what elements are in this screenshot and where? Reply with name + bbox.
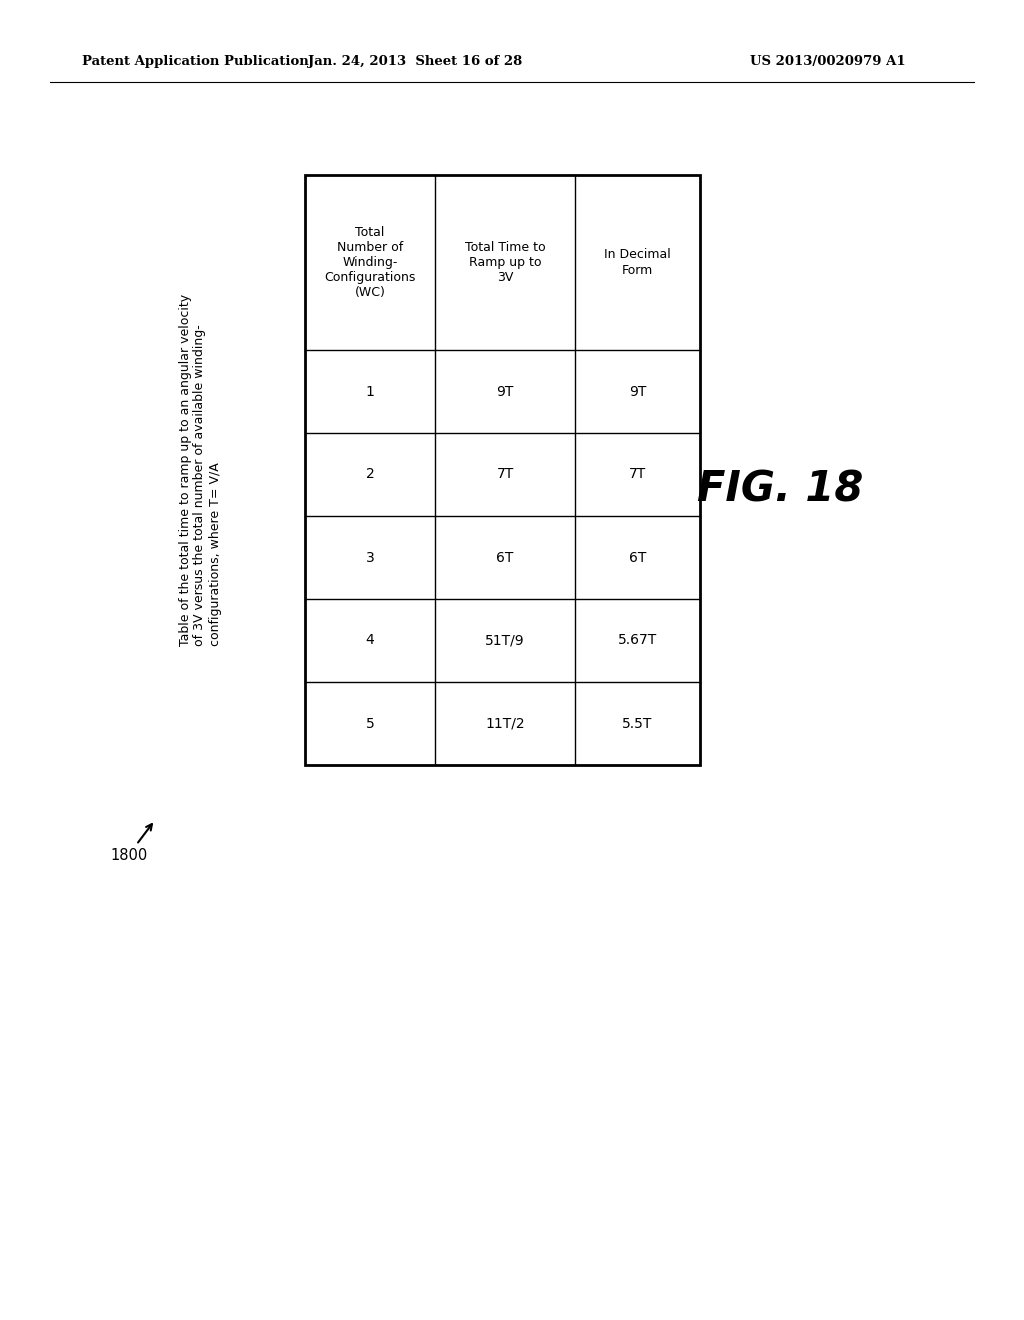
Text: 2: 2 — [366, 467, 375, 482]
Text: 4: 4 — [366, 634, 375, 648]
Text: 6T: 6T — [629, 550, 646, 565]
Text: 11T/2: 11T/2 — [485, 717, 525, 730]
Text: 9T: 9T — [497, 384, 514, 399]
Text: 5.67T: 5.67T — [617, 634, 657, 648]
Text: 5: 5 — [366, 717, 375, 730]
Text: Patent Application Publication: Patent Application Publication — [82, 55, 309, 69]
Text: FIG. 18: FIG. 18 — [696, 469, 863, 511]
Text: 9T: 9T — [629, 384, 646, 399]
Text: Table of the total time to ramp up to an angular velocity
of 3V versus the total: Table of the total time to ramp up to an… — [178, 294, 221, 645]
Text: 7T: 7T — [629, 467, 646, 482]
Text: 5.5T: 5.5T — [623, 717, 652, 730]
Text: Total Time to
Ramp up to
3V: Total Time to Ramp up to 3V — [465, 242, 546, 284]
Text: 3: 3 — [366, 550, 375, 565]
Text: 6T: 6T — [497, 550, 514, 565]
Text: 1: 1 — [366, 384, 375, 399]
Text: Total
Number of
Winding-
Configurations
(WC): Total Number of Winding- Configurations … — [325, 226, 416, 300]
Text: In Decimal
Form: In Decimal Form — [604, 248, 671, 276]
Text: 1800: 1800 — [110, 824, 152, 862]
Bar — [305, 176, 700, 766]
Text: 7T: 7T — [497, 467, 514, 482]
Text: Jan. 24, 2013  Sheet 16 of 28: Jan. 24, 2013 Sheet 16 of 28 — [308, 55, 522, 69]
Text: US 2013/0020979 A1: US 2013/0020979 A1 — [750, 55, 905, 69]
Text: 51T/9: 51T/9 — [485, 634, 525, 648]
